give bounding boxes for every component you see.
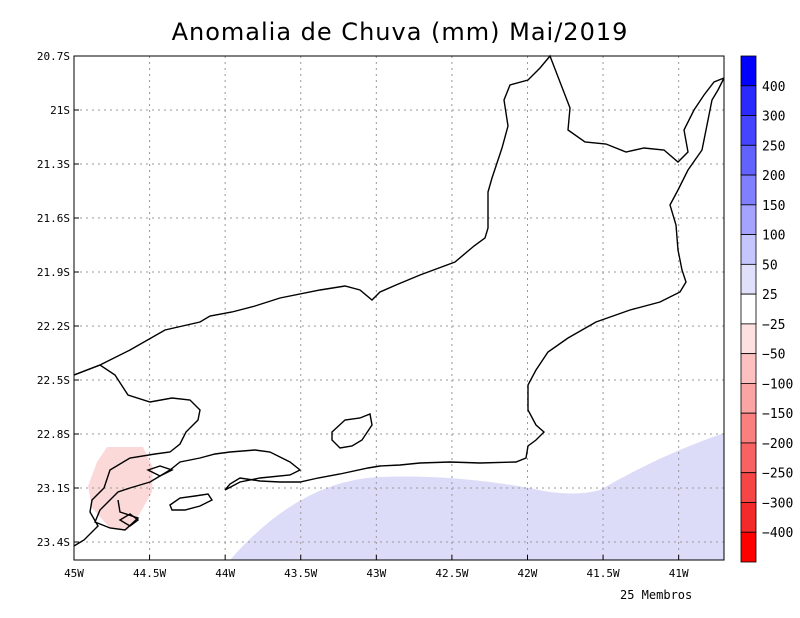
colorbar-segment	[740, 442, 757, 474]
colorbar-segment	[740, 412, 757, 444]
colorbar-labels: 400 300 250 200 150 100 50 25 −25 −50 −100 −150 −200…	[762, 80, 793, 541]
negative-anomaly-region	[88, 447, 153, 530]
lat-label: 20.7S	[37, 50, 70, 63]
lat-label: 21.9S	[37, 266, 70, 279]
lon-label: 42.5W	[435, 567, 468, 580]
lat-label: 23.4S	[37, 536, 70, 549]
lat-label: 23.1S	[37, 482, 70, 495]
ilha-grande	[169, 493, 214, 511]
lon-label: 41.5W	[587, 567, 620, 580]
lat-label: 21S	[50, 104, 70, 117]
colorbar-label: 400	[762, 80, 785, 95]
colorbar-label: −25	[762, 318, 785, 333]
colorbar-segment	[740, 531, 757, 563]
lon-label: 44.5W	[133, 567, 166, 580]
lat-label: 22.2S	[37, 320, 70, 333]
lon-label: 42W	[518, 567, 538, 580]
lon-label: 43W	[366, 567, 386, 580]
map-title: Anomalia de Chuva (mm) Mai/2019	[171, 18, 629, 46]
guanabara-islands	[331, 413, 373, 449]
members-note: 25 Membros	[620, 588, 693, 602]
map-frame	[73, 55, 725, 561]
lat-label: 22.8S	[37, 428, 70, 441]
latitude-labels: 20.7S 21S 21.3S 21.6S 21.9S 22.2S 22.5S 22.8S 23…	[37, 50, 70, 549]
colorbar-label: −200	[762, 437, 793, 452]
colorbar-segment	[740, 234, 757, 265]
colorbar-label: 200	[762, 169, 785, 184]
colorbar-segment	[740, 55, 757, 87]
rj-state-border	[73, 54, 725, 376]
colorbar-label: −150	[762, 407, 793, 422]
colorbar-label: −50	[762, 348, 785, 363]
colorbar-segment	[740, 144, 757, 176]
small-islands	[118, 465, 174, 527]
lat-label: 21.6S	[37, 212, 70, 225]
lon-label: 41W	[669, 567, 689, 580]
colorbar-segment	[740, 85, 757, 116]
coastline	[94, 77, 725, 531]
colorbar-label: −300	[762, 496, 793, 511]
colorbar-segment	[740, 502, 757, 533]
colorbar-label: 50	[762, 258, 778, 273]
southwest-border	[73, 364, 201, 547]
lon-label: 45W	[64, 567, 84, 580]
state-borders	[73, 54, 725, 547]
colorbar-label: −100	[762, 377, 793, 392]
lat-label: 21.3S	[37, 158, 70, 171]
colorbar-segment	[740, 263, 757, 295]
colorbar-label: −250	[762, 467, 793, 482]
colorbar-label: 250	[762, 139, 785, 154]
colorbar-label: 25	[762, 288, 778, 303]
colorbar-segment	[740, 353, 757, 384]
colorbar-segment	[740, 115, 757, 146]
lon-label: 43.5W	[284, 567, 317, 580]
colorbar-label: 100	[762, 229, 785, 244]
colorbar-label: 300	[762, 110, 785, 125]
lat-label: 22.5S	[37, 374, 70, 387]
colorbar-segment	[740, 174, 757, 206]
colorbar-segment	[740, 323, 757, 355]
longitude-labels: 45W 44.5W 44W 43.5W 43W 42.5W 42W 41.5W 41W	[64, 567, 689, 580]
grid-lines	[73, 55, 724, 560]
colorbar-segment	[740, 383, 757, 414]
positive-anomaly-region	[230, 433, 724, 560]
lon-label: 44W	[215, 567, 235, 580]
colorbar-segment	[740, 204, 757, 235]
colorbar-label: 150	[762, 199, 785, 214]
colorbar-label: −400	[762, 526, 793, 541]
colorbar-segment	[740, 293, 757, 325]
colorbar	[740, 55, 757, 563]
colorbar-segment	[740, 472, 757, 503]
